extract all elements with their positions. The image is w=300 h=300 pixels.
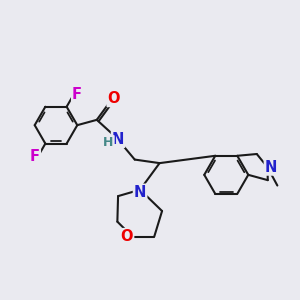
Text: H: H	[103, 136, 114, 149]
Text: O: O	[121, 229, 133, 244]
Text: F: F	[30, 148, 40, 164]
Text: N: N	[265, 160, 277, 175]
Text: N: N	[112, 132, 124, 147]
Text: N: N	[134, 185, 146, 200]
Text: F: F	[72, 87, 82, 102]
Text: O: O	[108, 91, 120, 106]
